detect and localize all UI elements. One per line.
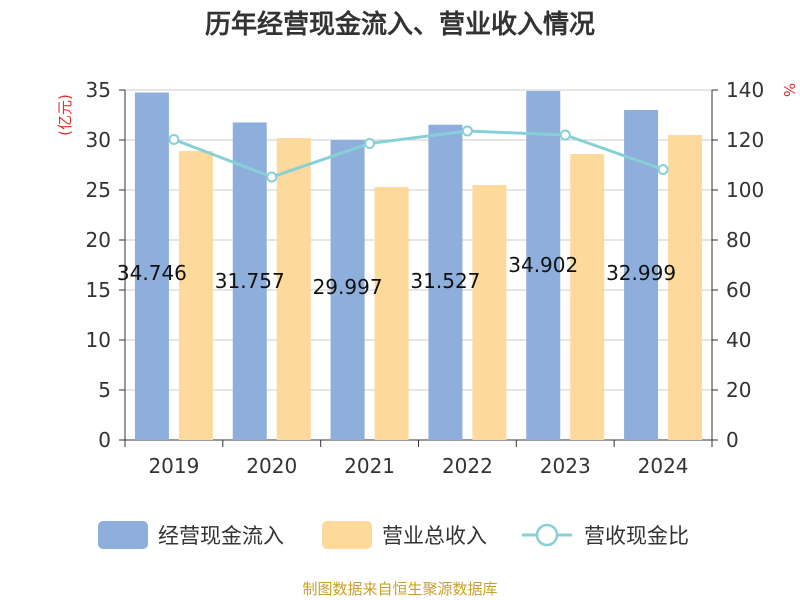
bar-revenue	[276, 138, 311, 440]
x-tick-label: 2024	[638, 454, 689, 478]
y-left-tick-label: 0	[98, 428, 111, 452]
bar-revenue	[178, 151, 213, 440]
y-left-tick-label: 25	[86, 178, 111, 202]
bar-cash-inflow	[330, 140, 365, 440]
data-label: 32.999	[606, 261, 676, 285]
y-left-tick-label: 15	[86, 278, 111, 302]
y-right-tick-label: 80	[726, 228, 751, 252]
line-point	[657, 164, 669, 175]
chart-title: 历年经营现金流入、营业收入情况	[204, 10, 595, 40]
x-tick-label: 2022	[442, 454, 493, 478]
bar-revenue	[472, 185, 507, 440]
legend-swatch	[322, 521, 372, 549]
data-label: 31.527	[410, 269, 480, 293]
line-cash-revenue-ratio	[173, 129, 664, 179]
line-point	[168, 134, 180, 145]
source-note: 制图数据来自恒生聚源数据库	[302, 580, 498, 598]
y-left-tick-label: 30	[86, 128, 111, 152]
bar-cash-inflow	[428, 124, 463, 440]
y-right-tick-label: 40	[726, 328, 751, 352]
y-left-tick-label: 20	[86, 228, 111, 252]
y-left-tick-label: 5	[98, 378, 111, 402]
legend-label: 营业总收入	[382, 524, 487, 548]
line-point	[461, 125, 473, 137]
x-tick-label: 2019	[148, 454, 199, 478]
bar-cash-inflow	[526, 90, 561, 440]
y-right-tick-label: 60	[726, 278, 751, 302]
line-point	[364, 138, 376, 149]
line-point	[266, 171, 278, 183]
y-right-tick-label: 120	[726, 128, 764, 152]
y-left-unit: (亿元)	[56, 94, 74, 136]
y-left-tick-label: 35	[86, 78, 111, 102]
y-right-tick-label: 0	[726, 428, 739, 452]
data-label: 29.997	[313, 275, 383, 299]
x-tick-label: 2023	[540, 454, 591, 478]
data-label: 34.902	[508, 253, 578, 277]
data-label: 34.746	[117, 261, 187, 285]
y-right-unit: %	[780, 83, 798, 97]
legend-label: 经营现金流入	[158, 524, 284, 548]
legend-swatch	[98, 521, 148, 549]
y-right-tick-label: 20	[726, 378, 751, 402]
bar-cash-inflow	[232, 122, 267, 441]
bar-revenue	[668, 135, 703, 440]
y-right-tick-label: 140	[726, 78, 764, 102]
x-tick-label: 2020	[246, 454, 297, 478]
y-left-tick-label: 10	[86, 328, 111, 352]
legend-swatch-marker	[535, 523, 559, 547]
data-label: 31.757	[215, 269, 285, 293]
legend-label: 营收现金比	[584, 524, 689, 548]
y-right-tick-label: 100	[726, 178, 764, 202]
line-point	[559, 129, 571, 141]
bar-revenue	[570, 154, 605, 440]
bar-cash-inflow	[134, 92, 169, 440]
x-tick-label: 2021	[344, 454, 395, 478]
bar-revenue	[374, 187, 409, 440]
